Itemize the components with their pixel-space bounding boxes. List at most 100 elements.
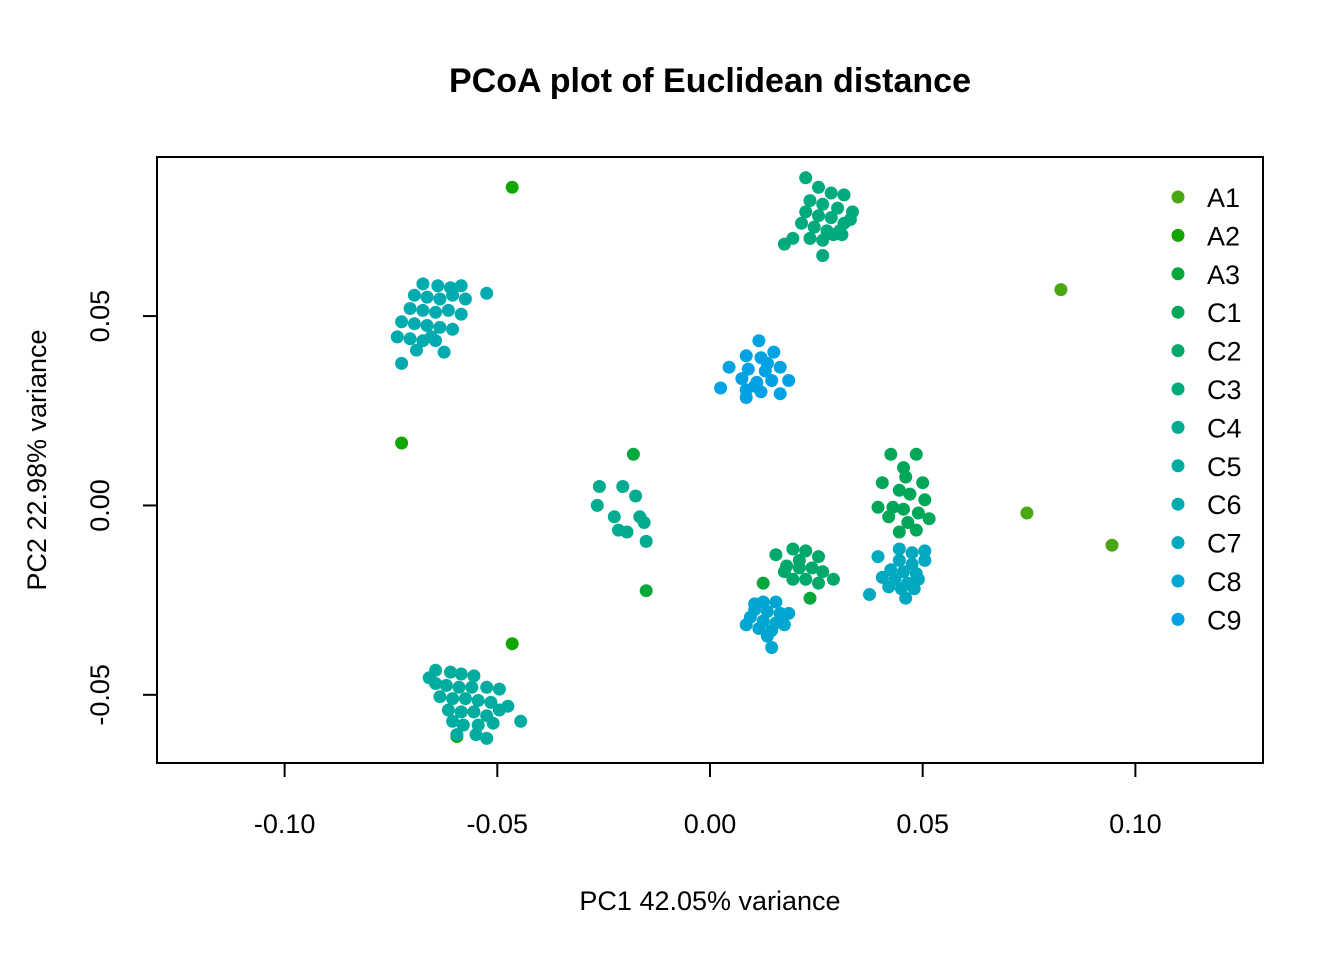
- data-point: [893, 526, 906, 539]
- legend-item: A2: [1172, 221, 1241, 251]
- data-point: [429, 306, 442, 319]
- data-point: [757, 577, 770, 590]
- legend-label: C6: [1207, 490, 1242, 520]
- legend-item: C1: [1172, 298, 1242, 328]
- data-point: [455, 668, 468, 681]
- data-point: [816, 249, 829, 262]
- series-c8: [740, 596, 796, 655]
- legend-marker: [1172, 383, 1185, 396]
- data-point: [740, 391, 753, 404]
- data-point: [872, 550, 885, 563]
- legend-item: A1: [1172, 183, 1241, 213]
- data-points: [391, 171, 1119, 745]
- legend-marker: [1172, 267, 1185, 280]
- data-point: [774, 361, 787, 374]
- series-c2: [769, 543, 840, 590]
- legend-marker: [1172, 613, 1185, 626]
- data-point: [455, 308, 468, 321]
- data-point: [916, 476, 929, 489]
- data-point: [872, 501, 885, 514]
- data-point: [786, 543, 799, 556]
- data-point: [446, 289, 459, 302]
- data-point: [903, 488, 916, 501]
- legend-item: A3: [1172, 260, 1241, 290]
- data-point: [795, 217, 808, 230]
- legend-item: C7: [1172, 529, 1242, 559]
- legend-item: C9: [1172, 605, 1242, 635]
- data-point: [591, 499, 604, 512]
- y-tick-label: 0.05: [85, 290, 115, 343]
- y-axis-title: PC2 22.98% variance: [22, 329, 52, 590]
- data-point: [923, 512, 936, 525]
- data-point: [608, 510, 621, 523]
- data-point: [593, 480, 606, 493]
- data-point: [629, 490, 642, 503]
- data-point: [769, 548, 782, 561]
- data-point: [453, 681, 466, 694]
- data-point: [740, 618, 753, 631]
- data-point: [899, 471, 912, 484]
- series-c1: [872, 448, 936, 539]
- legend-label: A3: [1207, 260, 1240, 290]
- legend-marker: [1172, 344, 1185, 357]
- data-point: [748, 380, 761, 393]
- data-point: [761, 357, 774, 370]
- data-point: [808, 221, 821, 234]
- data-point: [799, 573, 812, 586]
- data-point: [897, 503, 910, 516]
- data-point: [761, 630, 774, 643]
- data-point: [480, 732, 493, 745]
- data-point: [778, 565, 791, 578]
- x-axis-title: PC1 42.05% variance: [579, 886, 840, 916]
- legend-label: C1: [1207, 298, 1242, 328]
- data-point: [640, 584, 653, 597]
- data-point: [391, 330, 404, 343]
- data-point: [804, 232, 817, 245]
- data-point: [893, 543, 906, 556]
- data-point: [884, 448, 897, 461]
- legend-label: C3: [1207, 375, 1242, 405]
- data-point: [433, 690, 446, 703]
- data-point: [825, 211, 838, 224]
- data-point: [910, 524, 923, 537]
- data-point: [782, 607, 795, 620]
- data-point: [410, 344, 423, 357]
- data-point: [812, 181, 825, 194]
- data-point: [421, 319, 434, 332]
- series-c3: [778, 171, 859, 262]
- data-point: [493, 683, 506, 696]
- data-point: [714, 382, 727, 395]
- data-point: [774, 387, 787, 400]
- data-point: [918, 554, 931, 567]
- legend: A1 A2 A3 C1 C2 C3 C4 C5 C6 C7 C8 C9: [1172, 183, 1242, 635]
- data-point: [748, 597, 761, 610]
- data-point: [440, 679, 453, 692]
- data-point: [816, 565, 829, 578]
- data-point: [816, 198, 829, 211]
- data-point: [480, 287, 493, 300]
- x-tick-label: 0.10: [1109, 809, 1162, 839]
- data-point: [423, 671, 436, 684]
- legend-marker: [1172, 306, 1185, 319]
- legend-item: C6: [1172, 490, 1242, 520]
- data-point: [799, 171, 812, 184]
- data-point: [408, 317, 421, 330]
- data-point: [882, 580, 895, 593]
- data-point: [438, 346, 451, 359]
- data-point: [812, 550, 825, 563]
- x-tick-label: 0.00: [684, 809, 737, 839]
- legend-item: C4: [1172, 413, 1242, 443]
- legend-marker: [1172, 498, 1185, 511]
- data-point: [621, 526, 634, 539]
- data-point: [404, 332, 417, 345]
- data-point: [442, 704, 455, 717]
- data-point: [838, 188, 851, 201]
- data-point: [425, 330, 438, 343]
- data-point: [459, 692, 472, 705]
- data-point: [825, 187, 838, 200]
- legend-marker: [1172, 229, 1185, 242]
- legend-label: C4: [1207, 413, 1242, 443]
- data-point: [765, 641, 778, 654]
- data-point: [844, 213, 857, 226]
